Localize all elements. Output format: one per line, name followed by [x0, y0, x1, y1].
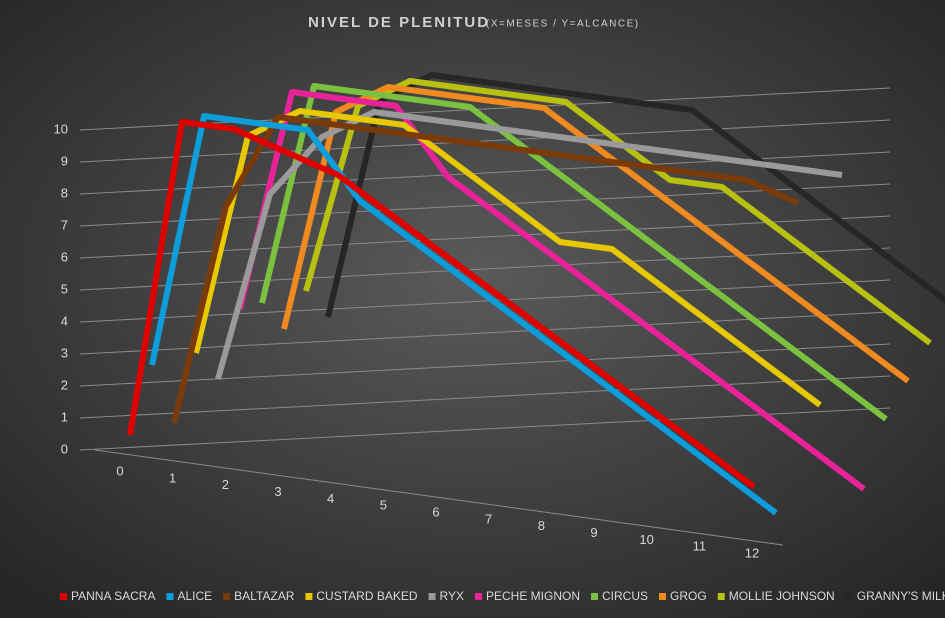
legend-swatch: [659, 593, 667, 600]
x-tick-label: 12: [745, 545, 759, 560]
legend-label: GRANNY'S MILK: [857, 589, 945, 603]
legend-label: CUSTARD BAKED: [316, 589, 417, 603]
x-tick-label: 4: [327, 491, 334, 506]
grid-line: [79, 279, 891, 323]
y-tick-label: 1: [61, 409, 68, 424]
legend-label: BALTAZAR: [234, 589, 295, 603]
x-tick-label: 7: [485, 511, 492, 526]
legend: PANNA SACRA ALICE BALTAZAR CUSTARD BAKED RYX…: [60, 589, 945, 603]
series-line: [325, 72, 945, 318]
series-line: [281, 84, 910, 384]
series-line: [303, 78, 932, 346]
series-line: [171, 114, 800, 424]
series-line: [215, 109, 843, 380]
y-tick-label: 10: [54, 121, 68, 136]
grid-line: [79, 119, 891, 163]
y-tick-label: 3: [61, 345, 68, 360]
x-tick-label: 8: [538, 518, 545, 533]
legend-label: GROG: [670, 589, 707, 603]
legend-swatch: [305, 593, 313, 600]
series-line: [193, 108, 822, 408]
floor-line: [94, 449, 784, 546]
grid-line: [79, 407, 891, 451]
legend-label: CIRCUS: [602, 589, 648, 603]
x-tick-label: 0: [116, 463, 123, 478]
legend-swatch: [475, 593, 482, 600]
series-line: [237, 89, 866, 492]
grid-line: [79, 375, 891, 419]
y-tick-label: 8: [61, 185, 68, 200]
y-tick-label: 0: [61, 441, 68, 456]
x-tick-label: 1: [169, 470, 176, 485]
grid-line: [79, 87, 891, 131]
chart-title: NIVEL DE PLENITUD: [308, 14, 490, 31]
y-tick-label: 4: [61, 313, 68, 328]
legend-label: PANNA SACRA: [71, 589, 155, 603]
y-tick-label: 6: [61, 249, 68, 264]
legend-label: RYX: [440, 589, 464, 603]
legend-swatch: [428, 593, 436, 600]
legend-swatch: [717, 593, 725, 600]
x-tick-label: 10: [639, 532, 653, 547]
legend-swatch: [60, 593, 67, 600]
series-line: [259, 83, 888, 422]
legend-swatch: [845, 593, 853, 600]
legend-swatch: [166, 593, 174, 600]
x-tick-label: 6: [432, 504, 439, 519]
series-line: [149, 113, 778, 516]
x-tick-label: 2: [222, 477, 229, 492]
legend-swatch: [591, 593, 599, 600]
legend-label: PECHE MIGNON: [486, 589, 580, 603]
y-tick-label: 5: [61, 281, 68, 296]
legend-swatch: [223, 593, 231, 600]
plot: [127, 72, 945, 516]
series-line: [127, 119, 756, 490]
legend-label: ALICE: [177, 589, 212, 603]
y-tick-label: 9: [61, 153, 68, 168]
x-tick-label: 9: [590, 525, 597, 540]
legend-label: MOLLIE JOHNSON: [729, 589, 835, 603]
chart-subtitle: (X=MESES / Y=ALCANCE): [486, 19, 640, 30]
x-tick-label: 11: [693, 539, 707, 554]
y-tick-label: 2: [61, 377, 68, 392]
x-tick-label: 3: [274, 484, 281, 499]
y-tick-label: 7: [61, 217, 68, 232]
grid-line: [79, 343, 891, 387]
x-tick-label: 5: [380, 498, 387, 513]
